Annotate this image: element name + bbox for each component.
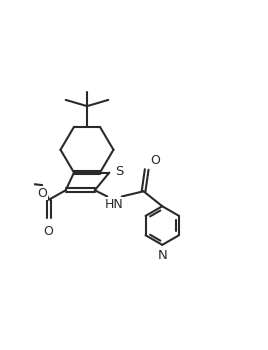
Text: N: N bbox=[158, 250, 168, 262]
Text: O: O bbox=[37, 187, 47, 200]
Text: S: S bbox=[116, 165, 124, 178]
Text: O: O bbox=[43, 224, 53, 238]
Text: HN: HN bbox=[105, 197, 124, 210]
Text: O: O bbox=[150, 154, 160, 167]
